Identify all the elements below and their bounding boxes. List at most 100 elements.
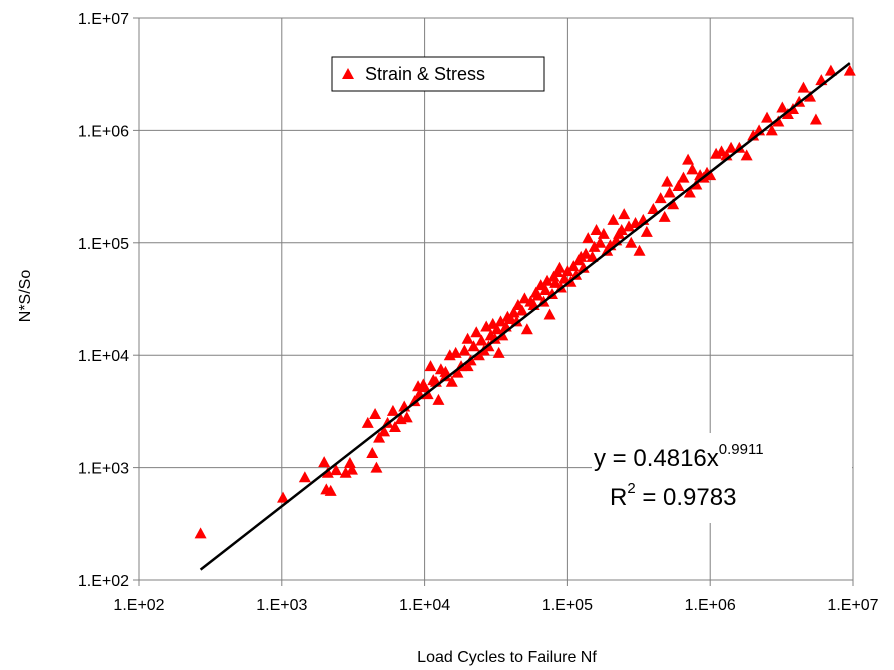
x-tick-label: 1.E+03 [256,597,307,614]
data-point-triangle [804,90,817,102]
legend: Strain & Stress [331,56,545,92]
x-tick-label: 1.E+06 [685,597,736,614]
data-point-triangle [558,272,571,284]
data-point-triangle [586,250,599,262]
data-point-triangle [633,244,646,256]
data-point-triangle [597,227,610,239]
data-point-triangle [277,491,290,503]
data-point-triangle [470,326,483,338]
trendline-equation: y = 0.4816x0.9911 R2 = 0.9783 [592,433,852,523]
data-point-triangle [339,466,352,478]
data-point-triangle [510,315,523,327]
data-point-triangle [494,315,507,327]
legend-entry: Strain & Stress [365,64,485,84]
x-tick-label: 1.E+05 [542,597,593,614]
data-point-triangle [549,276,562,288]
data-point-triangle [439,365,452,377]
data-point-triangle [797,81,810,93]
data-point-triangle [543,308,556,320]
data-point-triangle [629,217,642,229]
data-point-triangle [740,149,753,161]
data-point-triangle [843,64,856,76]
data-point-triangle [580,247,593,259]
data-point-triangle [582,232,595,244]
data-point-triangle [386,404,399,416]
data-point-triangle [361,416,374,428]
legend-box [331,56,545,92]
data-point-triangle [761,111,774,123]
data-point-triangle [400,411,413,423]
trendline [199,62,851,571]
data-point-triangle [520,323,533,335]
data-point-triangle [408,395,421,407]
data-point-triangle [366,446,379,458]
plot-area [138,17,854,581]
data-point-triangle [615,223,628,235]
data-point-triangle [194,527,207,539]
data-point-triangle [467,340,480,352]
data-point-triangle [458,344,471,356]
data-point-triangle [461,332,474,344]
data-point-triangle [661,175,674,187]
data-point-triangle [539,284,552,296]
data-point-triangle [324,484,337,496]
y-tick-label: 1.E+03 [78,461,129,478]
y-tick-label: 1.E+05 [78,236,129,253]
y-axis-label: N*S/So [17,270,34,323]
data-point-triangle [776,101,789,113]
data-point-triangle [492,346,505,358]
data-point-triangle [667,198,680,210]
data-point-triangle [330,464,343,476]
data-point-triangle [518,292,531,304]
data-point-triangle [772,115,785,127]
data-point-triangle [824,64,837,76]
data-point-triangle [370,461,383,473]
data-point-triangle [553,261,566,273]
data-point-triangle [672,180,685,192]
data-point-triangle [369,407,382,419]
data-point-triangle [663,186,676,198]
data-point-triangle [298,471,311,483]
data-point-triangle [570,268,583,280]
data-point-triangle [704,169,717,181]
data-point-triangle [343,456,356,468]
y-axis-ticks: 1.E+02 1.E+03 1.E+04 1.E+05 1.E+06 1.E+07 [78,11,139,590]
data-point-triangle [445,375,458,387]
x-axis-ticks: 1.E+02 1.E+03 1.E+04 1.E+05 1.E+06 1.E+07 [113,580,879,614]
data-point-triangle [588,240,601,252]
data-point-triangle [561,265,574,277]
r-squared-text: R2 = 0.9783 [610,480,736,511]
data-point-triangle [373,431,386,443]
data-point-triangle [747,129,760,141]
data-point-triangle [622,220,635,232]
data-point-triangle [318,456,331,468]
data-point-triangle [677,171,690,183]
legend-marker-triangle-icon [342,68,354,79]
data-point-triangle [432,393,445,405]
y-tick-label: 1.E+07 [78,11,129,28]
data-point-triangle [765,124,778,136]
data-point-triangle [590,223,603,235]
data-point-triangle [388,420,401,432]
data-point-triangle [809,113,822,125]
data-point-triangle [618,208,631,220]
equation-text: y = 0.4816x0.9911 [594,441,764,472]
data-point-triangle [461,360,474,372]
y-tick-label: 1.E+06 [78,123,129,140]
x-tick-label: 1.E+04 [399,597,450,614]
data-point-triangle [658,210,671,222]
data-point-triangle [686,163,699,175]
data-point-triangle [515,304,528,316]
data-point-triangle [733,141,746,153]
data-point-triangle [567,260,580,272]
x-tick-label: 1.E+07 [827,597,878,614]
data-point-triangle [490,323,503,335]
data-point-triangle [345,463,358,475]
x-tick-label: 1.E+02 [113,597,164,614]
data-point-triangle [531,289,544,301]
data-point-triangle [378,425,391,437]
data-point-triangle [575,250,588,262]
data-point-triangle [682,153,695,165]
data-point-triangle [625,236,638,248]
